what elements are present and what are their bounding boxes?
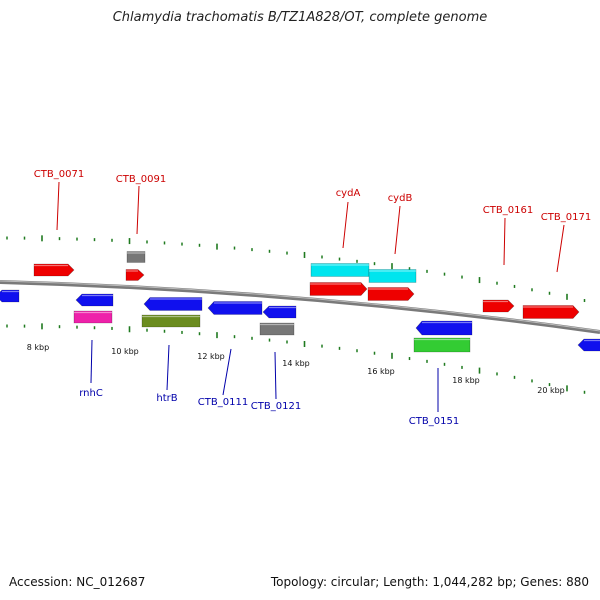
kbp-label: 10 kbp [111, 347, 139, 356]
leader-line-bottom [90, 339, 93, 384]
kbp-label: 12 kbp [197, 352, 225, 361]
leader-line-top [136, 185, 140, 235]
gene-feature [368, 269, 417, 283]
gene-feature [143, 297, 203, 311]
kbp-label: 8 kbp [27, 343, 49, 352]
gene-feature [522, 305, 580, 319]
gene-feature [125, 269, 145, 281]
gene-label-top: CTB_0071 [34, 169, 84, 180]
gene-feature [577, 338, 600, 352]
gene-feature [259, 322, 295, 336]
gene-feature [207, 301, 263, 315]
gene-feature [126, 251, 146, 263]
gene-feature [413, 337, 471, 353]
kbp-label: 20 kbp [537, 386, 565, 395]
gene-feature [262, 305, 297, 319]
gene-label-bottom: CTB_0121 [251, 401, 301, 412]
gene-feature [415, 320, 473, 336]
gene-label-bottom: htrB [156, 393, 177, 404]
gene-label-top: cydA [336, 188, 361, 199]
leader-line-top [56, 181, 60, 231]
gene-feature [482, 299, 515, 313]
leader-line-bottom [274, 351, 277, 400]
gene-features [0, 251, 600, 353]
leader-line-bottom [166, 344, 170, 391]
genome-summary-text: Topology: circular; Length: 1,044,282 bp… [270, 575, 589, 589]
accession-text: Accession: NC_012687 [9, 575, 146, 589]
label-leader-lines [56, 181, 565, 412]
gene-labels-bottom: rnhC htrB CTB_0111 CTB_0121 CTB_0151 [79, 388, 459, 427]
gene-feature [141, 314, 201, 328]
leader-line-bottom [222, 348, 232, 396]
gene-label-top: cydB [388, 193, 413, 204]
map-title: Chlamydia trachomatis B/TZ1A828/OT, comp… [112, 10, 488, 25]
leader-line-top [394, 205, 401, 255]
genome-backbone-highlight [0, 280, 600, 332]
outer-tick-ring [6, 235, 586, 303]
genome-backbone [0, 280, 600, 334]
kbp-label: 16 kbp [367, 367, 395, 376]
gene-feature [0, 289, 20, 303]
gene-labels-top: CTB_0071 CTB_0091 cydA cydB CTB_0161 CTB_0171 [34, 169, 591, 223]
gene-feature [75, 293, 114, 307]
kbp-label: 14 kbp [282, 359, 310, 368]
gene-label-top: CTB_0091 [116, 174, 166, 185]
gene-feature [73, 310, 113, 324]
inner-tick-ring [6, 323, 586, 394]
gene-feature [309, 282, 368, 296]
leader-line-top [503, 217, 506, 266]
gene-label-top: CTB_0171 [541, 212, 591, 223]
gene-label-bottom: rnhC [79, 388, 103, 399]
gene-feature [367, 287, 415, 301]
gene-label-bottom: CTB_0111 [198, 397, 248, 408]
gene-label-bottom: CTB_0151 [409, 416, 459, 427]
gene-label-top: CTB_0161 [483, 205, 533, 216]
kbp-scale-labels: 8 kbp 10 kbp 12 kbp 14 kbp 16 kbp 18 kbp 20 kb… [27, 343, 565, 395]
gene-feature [33, 263, 75, 277]
leader-line-top [556, 224, 565, 273]
kbp-label: 18 kbp [452, 376, 480, 385]
leader-line-top [342, 201, 349, 249]
